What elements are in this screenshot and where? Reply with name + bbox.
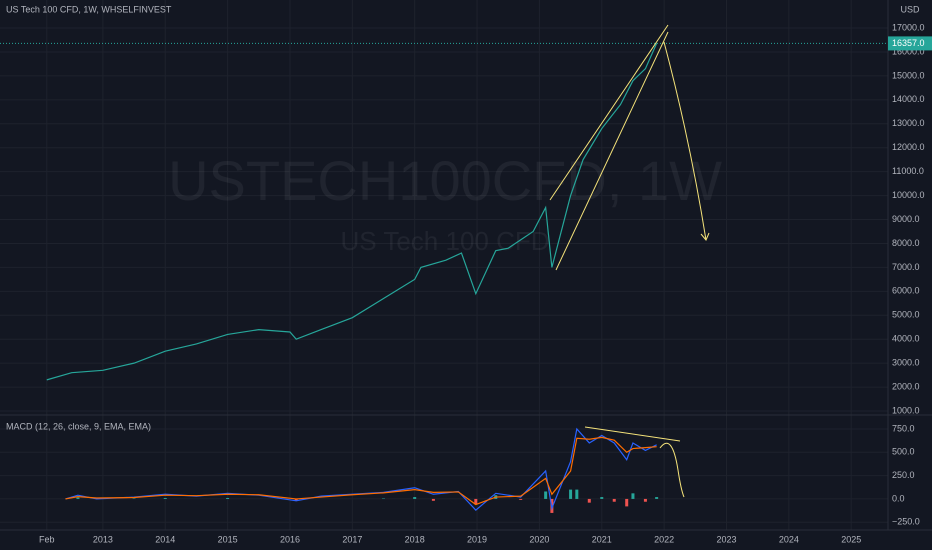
wedge-lower [555, 31, 669, 271]
x-tick-label: 2018 [405, 534, 425, 544]
wedge-upper [549, 24, 669, 201]
y-tick-label: 2000.0 [892, 381, 920, 391]
histogram-bar [519, 498, 523, 500]
y-tick-label: −250.0 [892, 517, 920, 527]
histogram-bar [569, 489, 573, 499]
y-tick-label: 15000.0 [892, 70, 925, 80]
y-tick-label: 16000.0 [892, 46, 925, 56]
macd-forecast [659, 442, 685, 498]
x-tick-label: 2023 [716, 534, 736, 544]
histogram-bar [294, 498, 298, 501]
x-tick-label: Feb [39, 534, 55, 544]
y-tick-label: 12000.0 [892, 142, 925, 152]
y-tick-label: 13000.0 [892, 118, 925, 128]
histogram-bar [643, 498, 647, 502]
x-tick-label: 2015 [218, 534, 238, 544]
y-tick-label: 14000.0 [892, 94, 925, 104]
drawings [549, 24, 710, 498]
histogram-bar [625, 498, 629, 507]
chart-title: US Tech 100 CFD, 1W, WHSELFINVEST [6, 4, 172, 14]
y-tick-label: 250.0 [892, 470, 915, 480]
histogram-bar [413, 497, 417, 499]
y-tick-label: 4000.0 [892, 334, 920, 344]
histogram-bar [587, 498, 591, 503]
histogram-bar [76, 497, 80, 499]
currency: USD [900, 4, 920, 14]
x-tick-label: 2020 [529, 534, 549, 544]
y-tick-label: 1000.0 [892, 405, 920, 415]
histogram-bar [600, 497, 604, 499]
y-tick-label: 750.0 [892, 423, 915, 433]
histogram-bar [575, 489, 579, 499]
y-tick-label: 500.0 [892, 447, 915, 457]
x-tick-label: 2017 [342, 534, 362, 544]
histogram-bar [474, 498, 478, 505]
y-tick-label: 10000.0 [892, 190, 925, 200]
x-tick-label: 2019 [467, 534, 487, 544]
x-tick-label: 2016 [280, 534, 300, 544]
macd-divergence [584, 426, 681, 442]
histogram-bar [544, 491, 548, 499]
histogram-bar [655, 497, 659, 499]
y-tick-label: 7000.0 [892, 262, 920, 272]
x-tick-label: 2021 [592, 534, 612, 544]
macd-line [65, 436, 657, 506]
watermark-subtitle: US Tech 100 CFD [340, 226, 549, 256]
x-tick-label: 2025 [841, 534, 861, 544]
x-tick-label: 2022 [654, 534, 674, 544]
histogram-bar [631, 493, 635, 499]
arrow-head [700, 232, 710, 241]
histogram-bar [163, 498, 167, 499]
last-price-label: 16357.0 [892, 38, 925, 48]
y-tick-label: 3000.0 [892, 358, 920, 368]
x-tick-label: 2014 [155, 534, 175, 544]
histogram-bar [431, 498, 435, 501]
x-tick-label: 2013 [93, 534, 113, 544]
macd-title: MACD (12, 26, close, 9, EMA, EMA) [6, 421, 151, 431]
y-tick-label: 5000.0 [892, 310, 920, 320]
y-tick-label: 6000.0 [892, 286, 920, 296]
watermark: USTECH100CFD, 1W [168, 149, 722, 212]
price-line [46, 43, 658, 381]
y-tick-label: 0.0 [892, 493, 905, 503]
y-tick-label: 8000.0 [892, 238, 920, 248]
y-tick-label: 17000.0 [892, 22, 925, 32]
y-tick-label: 11000.0 [892, 166, 924, 176]
histogram-bar [226, 498, 230, 499]
forecast-arrow [663, 41, 707, 241]
last-price-box [888, 36, 932, 51]
y-tick-label: 9000.0 [892, 214, 920, 224]
x-tick-label: 2024 [779, 534, 799, 544]
histogram-bar [612, 498, 616, 502]
